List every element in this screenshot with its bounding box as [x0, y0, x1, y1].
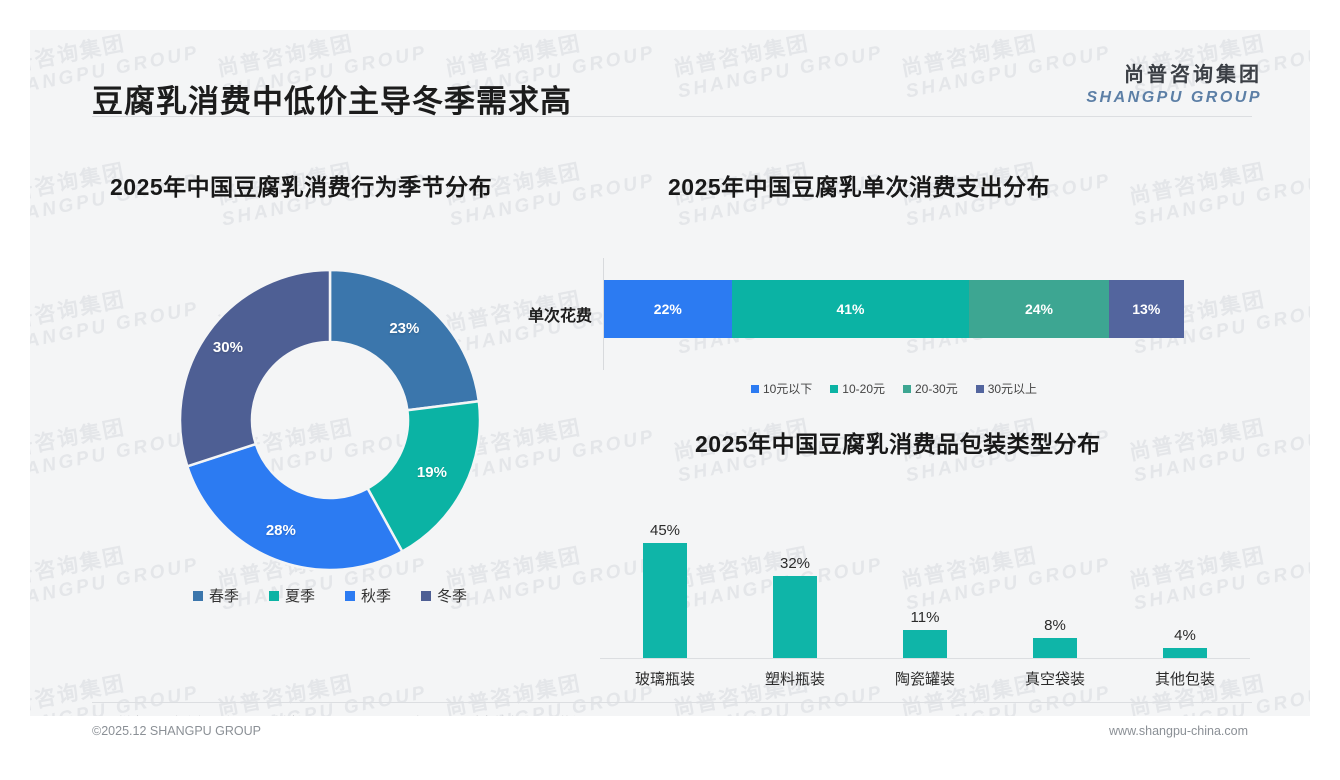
column-item[interactable]: 32%: [730, 498, 860, 658]
stacked-bar: 22% 41% 24% 13%: [604, 280, 1184, 338]
column-item[interactable]: 11%: [860, 498, 990, 658]
legend-swatch: [830, 384, 839, 393]
legend-swatch: [903, 384, 911, 393]
donut-slice-value: 30%: [212, 339, 243, 357]
brand-logo-en: SHANGPU GROUP: [1086, 89, 1262, 106]
legend-item[interactable]: 10元以下: [750, 380, 813, 397]
legend-item[interactable]: 10-20元: [830, 380, 885, 397]
copyright-text: ©2025.12 SHANGPU GROUP: [92, 724, 261, 738]
column-baseline: [600, 658, 1250, 659]
column-value-label: 32%: [779, 555, 811, 573]
legend-item[interactable]: 夏季: [268, 585, 315, 606]
brand-logo-cn: 尚普咨询集团: [1124, 64, 1262, 86]
stacked-bar-segment[interactable]: 41%: [731, 280, 970, 338]
chart-title-packaging: 2025年中国豆腐乳消费品包装类型分布: [695, 431, 1101, 457]
column-group: 45% 32% 11% 8% 4%: [600, 498, 1250, 658]
chart-title-spend: 2025年中国豆腐乳单次消费支出分布: [668, 174, 1051, 200]
legend-item[interactable]: 秋季: [345, 585, 391, 606]
legend-item[interactable]: 20-30元: [903, 380, 958, 397]
legend-item[interactable]: 冬季: [421, 585, 467, 606]
legend-swatch: [192, 590, 203, 601]
column-value-label: 45%: [649, 521, 681, 539]
column-item[interactable]: 4%: [1120, 498, 1250, 658]
website-link[interactable]: www.shangpu-china.com: [1109, 724, 1248, 738]
legend-label: 30元以上: [987, 382, 1038, 396]
legend-swatch: [975, 384, 984, 393]
stacked-bar-segment[interactable]: 22%: [604, 280, 732, 338]
donut-slice[interactable]: [328, 268, 481, 412]
column-value-label: 11%: [910, 608, 940, 626]
spend-stacked-bar-chart: 单次花费 22% 41% 24% 13% 10元以下 10-20元 20-30元 30元以上: [500, 258, 1260, 408]
legend-label: 10元以下: [762, 382, 813, 396]
slide-footer: ©2025.12 SHANGPU GROUP www.shangpu-china…: [30, 716, 1310, 750]
chart-title-season: 2025年中国豆腐乳消费行为季节分布: [110, 174, 493, 200]
footnote-divider: [92, 702, 1252, 703]
donut-slice-value: 28%: [265, 521, 296, 539]
header-divider: [92, 116, 1252, 117]
donut-slice-value: 19%: [416, 464, 447, 482]
donut-slice[interactable]: [178, 268, 332, 468]
page-title: 豆腐乳消费中低价主导冬季需求高: [92, 84, 572, 119]
packaging-column-chart: 45% 32% 11% 8% 4% 玻璃瓶装 塑料瓶装 陶瓷罐装 真空袋装 其他包装: [570, 470, 1260, 695]
column-bar[interactable]: [773, 576, 817, 658]
stacked-bar-segment[interactable]: 13%: [1108, 280, 1184, 338]
stacked-bar-category-label: 单次花费: [527, 308, 592, 325]
legend-swatch: [750, 384, 759, 393]
legend-item[interactable]: 春季: [192, 585, 239, 606]
season-donut-chart: 23% 19% 28% 30% 春季 夏季 秋季 冬季: [100, 245, 560, 645]
column-bar[interactable]: [1033, 637, 1077, 658]
brand-logo: 尚普咨询集团 SHANGPU GROUP: [1086, 58, 1262, 107]
column-value-label: 4%: [1174, 626, 1196, 644]
legend-label: 20-30元: [915, 382, 958, 396]
legend-swatch: [268, 590, 279, 601]
slide-header: 豆腐乳消费中低价主导冬季需求高 尚普咨询集团 SHANGPU GROUP: [30, 30, 1310, 119]
legend-label: 10-20元: [842, 382, 885, 396]
donut-slice[interactable]: [365, 399, 482, 554]
column-category-label: 陶瓷罐装: [894, 671, 955, 688]
slide-card: 尚普咨询集团 SHANGPU GROUP 尚普咨询集团 SHANGPU GROUP 尚普…: [30, 30, 1310, 746]
legend-label: 春季: [208, 588, 239, 605]
column-category-label: 塑料瓶装: [764, 671, 825, 688]
column-bar[interactable]: [643, 542, 687, 658]
legend-label: 秋季: [361, 588, 392, 605]
column-item[interactable]: 45%: [600, 498, 730, 658]
donut-slice-value: 23%: [389, 319, 420, 337]
column-value-label: 8%: [1044, 616, 1066, 634]
spend-legend: 10元以下 10-20元 20-30元 30元以上: [604, 380, 1184, 397]
column-bar[interactable]: [1163, 647, 1207, 658]
column-item[interactable]: 8%: [990, 498, 1120, 658]
column-category-label: 玻璃瓶装: [634, 671, 695, 688]
column-category-label: 其他包装: [1154, 671, 1215, 688]
donut-svg: [178, 268, 482, 572]
legend-label: 夏季: [284, 588, 315, 605]
season-legend: 春季 夏季 秋季 冬季: [100, 585, 560, 606]
stacked-bar-axis: [603, 258, 604, 370]
column-category-label: 真空袋装: [1024, 671, 1085, 688]
legend-swatch: [345, 590, 355, 601]
column-category-labels: 玻璃瓶装 塑料瓶装 陶瓷罐装 真空袋装 其他包装: [600, 668, 1250, 689]
column-bar[interactable]: [903, 629, 947, 658]
legend-swatch: [421, 590, 432, 601]
stacked-bar-segment[interactable]: 24%: [969, 280, 1109, 338]
legend-label: 冬季: [437, 588, 468, 605]
donut-slice[interactable]: [185, 442, 404, 572]
legend-item[interactable]: 30元以上: [975, 380, 1038, 397]
